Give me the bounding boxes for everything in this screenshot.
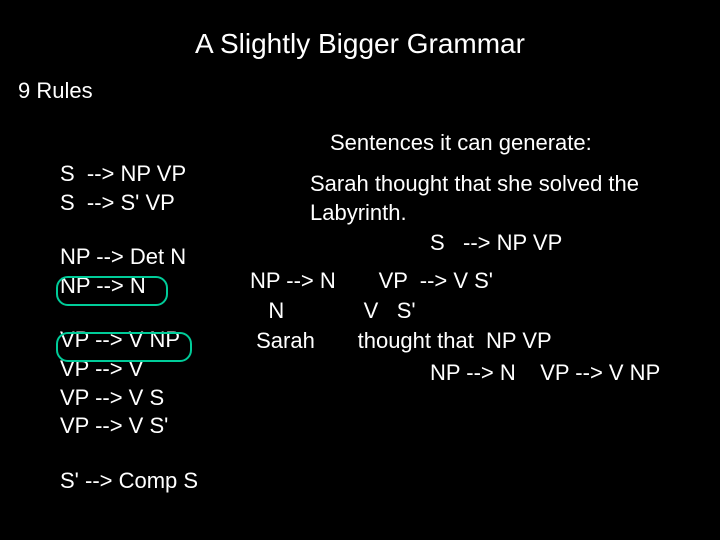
- derivation-s: S --> NP VP: [430, 230, 562, 256]
- derivation-sarah-thought: Sarah thought that NP VP: [250, 328, 552, 354]
- rule-s-1: S --> NP VP: [60, 160, 198, 189]
- page-title: A Slightly Bigger Grammar: [0, 0, 720, 78]
- rule-vp-4: VP --> V S': [60, 412, 198, 441]
- sentence-line-2: Labyrinth.: [310, 199, 639, 228]
- example-sentence: Sarah thought that she solved the Labyri…: [310, 170, 639, 227]
- generate-heading: Sentences it can generate:: [330, 130, 592, 156]
- rule-vp-3: VP --> V S: [60, 384, 198, 413]
- rule-sprime-1: S' --> Comp S: [60, 467, 198, 496]
- derivation-np-vp: NP --> N VP --> V S': [250, 268, 493, 294]
- sentence-line-1: Sarah thought that she solved the: [310, 170, 639, 199]
- rule-group-sprime: S' --> Comp S: [60, 467, 198, 496]
- rule-np-1: NP --> Det N: [60, 243, 198, 272]
- rule-group-s: S --> NP VP S --> S' VP: [60, 160, 198, 217]
- highlight-vp-vnp: [56, 332, 192, 362]
- highlight-np-n: [56, 276, 168, 306]
- derivation-n-v-sprime: N V S': [250, 298, 416, 324]
- rule-s-2: S --> S' VP: [60, 189, 198, 218]
- rules-count-heading: 9 Rules: [0, 78, 720, 104]
- derivation-np-vp2: NP --> N VP --> V NP: [430, 360, 660, 386]
